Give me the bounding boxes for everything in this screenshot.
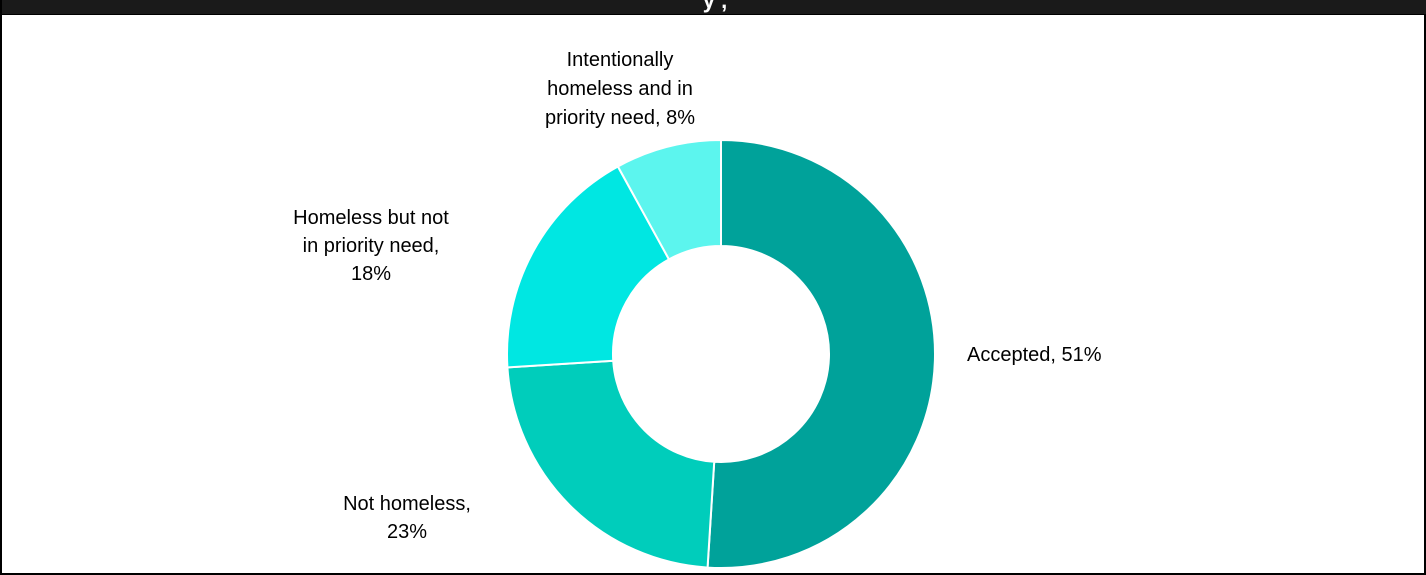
slice-label-accepted: Accepted, 51%: [967, 344, 1102, 366]
slice-label-homeless-but-not-in-priority-need: Homeless but not in priority need, 18%: [293, 207, 449, 285]
donut-slice-not-homeless: [506, 359, 716, 569]
slice-label-not-homeless: Not homeless, 23%: [343, 493, 471, 543]
donut-slice-accepted: [706, 138, 936, 569]
title-bar: y ,: [2, 0, 1426, 15]
donut-slice-intentionally-homeless-and-in-priority-need: [616, 138, 722, 261]
chart-title-fragment: y ,: [702, 0, 728, 13]
slice-label-intentionally-homeless-and-in-priority-need: Intentionally homeless and in priority nee…: [545, 49, 695, 129]
donut-slice-homeless-but-not-in-priority-need: [506, 165, 671, 369]
